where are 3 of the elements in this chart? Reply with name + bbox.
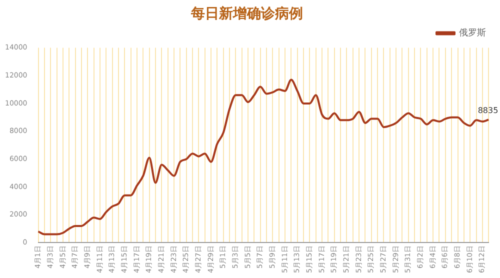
legend-label: 俄罗斯 [459, 28, 486, 39]
data-label: 8835 [478, 106, 498, 115]
chart-title: 每日新增确诊病例 [190, 5, 303, 22]
